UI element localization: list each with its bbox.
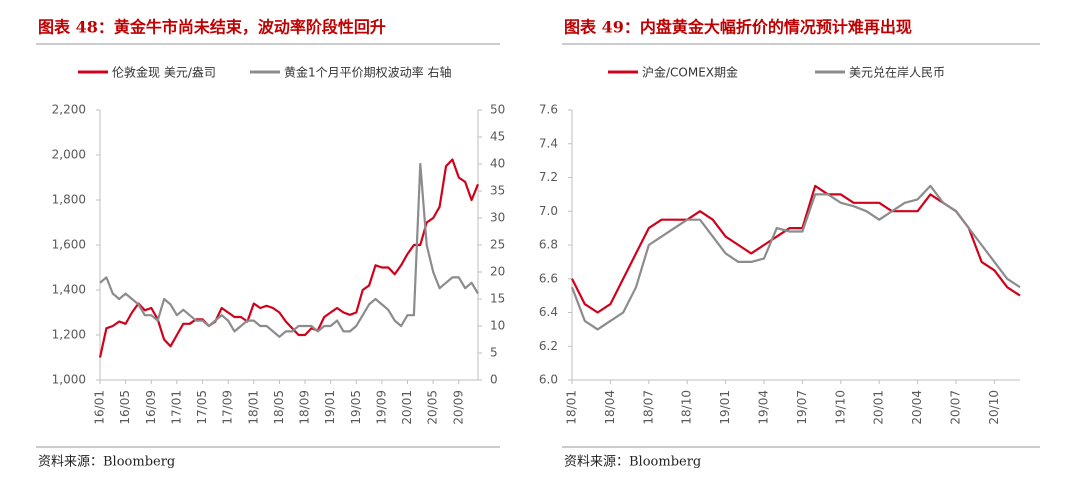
x-tick-label: 18/04 — [603, 390, 617, 425]
y-tick-label: 1,800 — [52, 193, 86, 207]
x-tick-label: 18/01 — [565, 390, 579, 425]
y-tick-label: 1,200 — [52, 328, 86, 342]
y-tick-label: 1,600 — [52, 238, 86, 252]
y-tick-label: 6.4 — [539, 305, 558, 319]
y-tick-label: 6.2 — [539, 339, 558, 353]
x-tick-label: 19/01 — [718, 390, 732, 425]
y2-tick-label: 5 — [490, 346, 498, 360]
y-tick-label: 2,200 — [52, 103, 86, 117]
chart-title: 图表 49：内盘黄金大幅折价的情况预计难再出现 — [564, 18, 912, 37]
x-tick-label: 20/10 — [987, 390, 1001, 425]
y-tick-label: 1,000 — [52, 373, 86, 387]
legend-label: 黄金1个月平价期权波动率 右轴 — [284, 65, 451, 80]
y2-tick-label: 25 — [490, 238, 505, 252]
y-tick-label: 7.0 — [539, 204, 558, 218]
x-tick-label: 16/05 — [118, 390, 132, 425]
x-tick-label: 20/09 — [451, 390, 465, 425]
x-tick-label: 16/01 — [93, 390, 107, 425]
x-tick-label: 19/07 — [795, 390, 809, 425]
y2-tick-label: 15 — [490, 292, 505, 306]
x-tick-label: 20/05 — [426, 390, 440, 425]
legend-label: 伦敦金现 美元/盎司 — [112, 65, 216, 80]
y2-tick-label: 40 — [490, 157, 505, 171]
x-tick-label: 20/01 — [872, 390, 886, 425]
y-tick-label: 7.4 — [539, 136, 558, 150]
x-tick-label: 17/09 — [221, 390, 235, 425]
x-tick-label: 19/04 — [757, 390, 771, 425]
x-tick-label: 18/10 — [680, 390, 694, 425]
x-tick-label: 19/10 — [833, 390, 847, 425]
y-tick-label: 6.0 — [539, 373, 558, 387]
y2-tick-label: 10 — [490, 319, 505, 333]
legend-label: 沪金/COMEX期金 — [642, 65, 738, 80]
legend-label: 美元兑在岸人民币 — [849, 66, 945, 80]
y2-tick-label: 35 — [490, 184, 505, 198]
x-tick-label: 20/04 — [910, 390, 924, 425]
series-line — [98, 158, 480, 358]
x-tick-label: 17/01 — [169, 390, 183, 425]
y-tick-label: 7.6 — [539, 103, 558, 117]
x-tick-label: 18/05 — [272, 390, 286, 425]
y2-tick-label: 45 — [490, 130, 505, 144]
y-tick-label: 7.2 — [539, 170, 558, 184]
y-tick-label: 6.8 — [539, 238, 558, 252]
y2-tick-label: 30 — [490, 211, 505, 225]
series-line — [99, 162, 479, 338]
series-line — [570, 184, 1021, 331]
x-tick-label: 17/05 — [195, 390, 209, 425]
x-tick-label: 19/09 — [374, 390, 388, 425]
y2-tick-label: 0 — [490, 373, 498, 387]
x-tick-label: 18/09 — [298, 390, 312, 425]
y-tick-label: 2,000 — [52, 148, 86, 162]
x-tick-label: 18/07 — [641, 390, 655, 425]
x-tick-label: 18/01 — [246, 390, 260, 425]
x-tick-label: 19/01 — [323, 390, 337, 425]
source: 资料来源：Bloomberg — [564, 455, 701, 470]
y-tick-label: 6.6 — [539, 271, 558, 285]
chart-title: 图表 48：黄金牛市尚未结束，波动率阶段性回升 — [38, 18, 386, 37]
x-tick-label: 20/07 — [949, 390, 963, 425]
source: 资料来源：Bloomberg — [38, 455, 175, 470]
x-tick-label: 19/05 — [349, 390, 363, 425]
y-tick-label: 1,400 — [52, 283, 86, 297]
x-tick-label: 20/01 — [400, 390, 414, 425]
y2-tick-label: 20 — [490, 265, 505, 279]
y2-tick-label: 50 — [490, 103, 505, 117]
x-tick-label: 16/09 — [144, 390, 158, 425]
series-line — [571, 184, 1021, 314]
